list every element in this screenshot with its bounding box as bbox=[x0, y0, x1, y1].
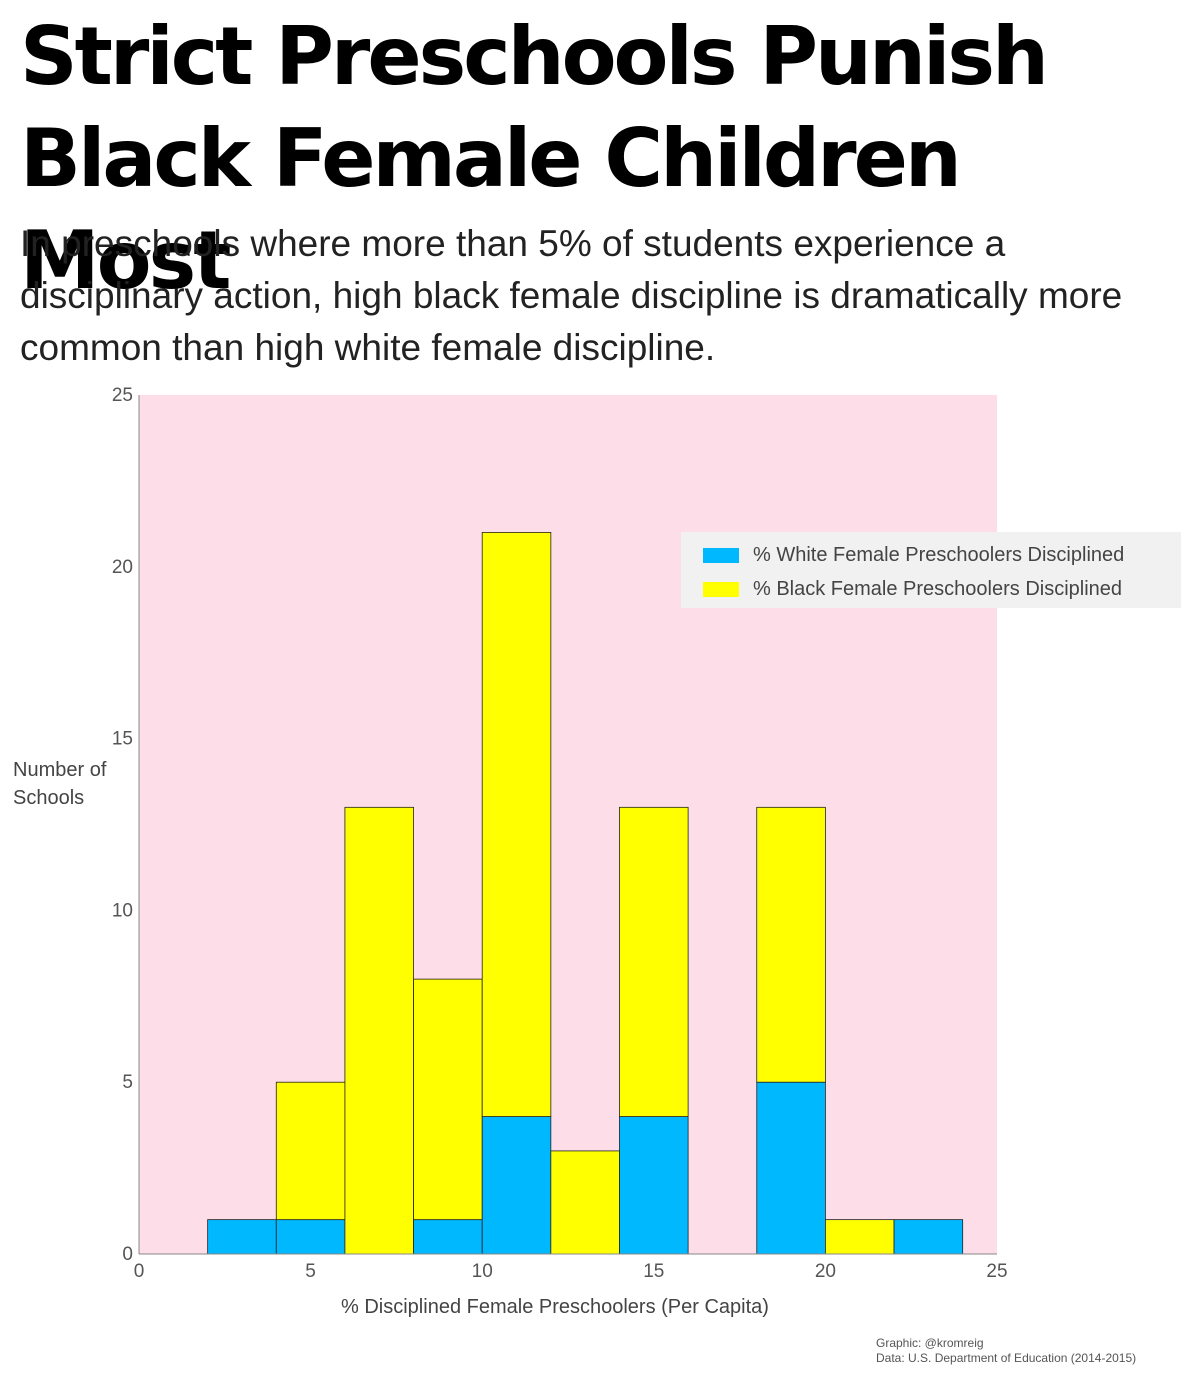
x-tick-label-20: 20 bbox=[815, 1261, 836, 1282]
x-tick-label-5: 5 bbox=[305, 1261, 316, 1282]
bar-white-bin-18-20 bbox=[756, 1081, 826, 1255]
bar-white-bin-10-12 bbox=[481, 1116, 552, 1255]
y-tick-label-5: 5 bbox=[122, 1072, 133, 1093]
credits: Graphic: @kromreig Data: U.S. Department… bbox=[876, 1336, 1196, 1366]
bar-black-bin-4-6 bbox=[275, 1081, 346, 1221]
bar-black-bin-10-12 bbox=[481, 532, 552, 1117]
x-tick-label-0: 0 bbox=[134, 1261, 145, 1282]
plot-background bbox=[139, 395, 997, 1254]
bar-black-bin-20-22 bbox=[825, 1219, 895, 1255]
legend: % White Female Preschoolers Disciplined … bbox=[681, 532, 1181, 608]
bar-black-bin-8-10 bbox=[413, 978, 483, 1221]
chart-title: Strict Preschools Punish Black Female Ch… bbox=[20, 10, 1049, 307]
y-tick-label-10: 10 bbox=[112, 900, 133, 921]
legend-label-black: % Black Female Preschoolers Disciplined bbox=[753, 577, 1123, 600]
y-tick-label-15: 15 bbox=[112, 729, 133, 750]
tick-labels: 0 5 10 15 20 25 0 5 10 15 20 25 bbox=[112, 385, 1008, 1282]
bar-black-bin-18-20 bbox=[756, 806, 826, 1083]
x-tick-label-10: 10 bbox=[472, 1261, 493, 1282]
bar-white-bin-14-16 bbox=[619, 1116, 689, 1255]
credit-data-source: Data: U.S. Department of Education (2014… bbox=[876, 1351, 1137, 1365]
y-tick-label-20: 20 bbox=[112, 557, 133, 578]
x-axis-label: % Disciplined Female Preschoolers (Per C… bbox=[341, 1296, 769, 1318]
bar-white-bin-22-24 bbox=[893, 1219, 964, 1255]
legend-item-black: % Black Female Preschoolers Disciplined bbox=[703, 574, 1122, 604]
x-tick-label-15: 15 bbox=[643, 1261, 664, 1282]
bar-black-bin-12-14 bbox=[550, 1150, 620, 1255]
legend-swatch-white bbox=[703, 547, 739, 563]
bar-white-bin-2-4 bbox=[207, 1219, 277, 1255]
histogram-bars bbox=[207, 532, 964, 1255]
y-axis-label: Number of Schools bbox=[13, 759, 107, 809]
chart-subtitle: In preschools where more than 5% of stud… bbox=[20, 223, 1123, 368]
y-tick-label-25: 25 bbox=[112, 385, 133, 406]
x-tick-label-25: 25 bbox=[986, 1261, 1007, 1282]
legend-item-white: % White Female Preschoolers Disciplined bbox=[703, 540, 1124, 570]
legend-swatch-black bbox=[703, 581, 739, 597]
axes bbox=[138, 395, 997, 1255]
bar-white-bin-4-6 bbox=[275, 1219, 346, 1255]
bar-black-bin-14-16 bbox=[619, 806, 689, 1117]
bar-white-bin-8-10 bbox=[413, 1219, 483, 1255]
legend-label-white: % White Female Preschoolers Disciplined bbox=[753, 543, 1125, 566]
credit-graphic: Graphic: @kromreig bbox=[876, 1336, 984, 1350]
bar-black-bin-6-8 bbox=[344, 806, 414, 1255]
y-tick-label-0: 0 bbox=[122, 1244, 133, 1265]
